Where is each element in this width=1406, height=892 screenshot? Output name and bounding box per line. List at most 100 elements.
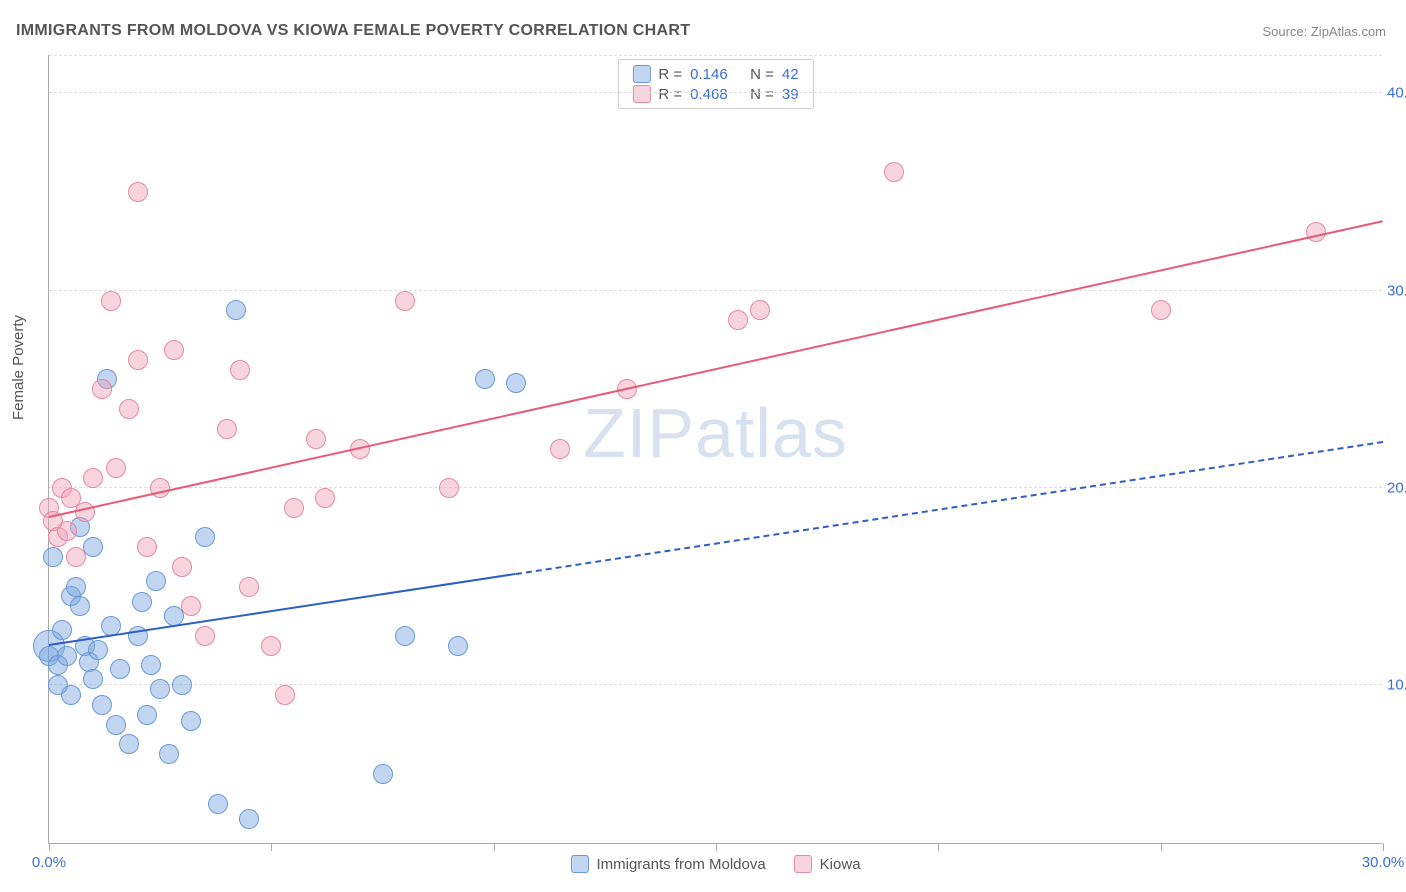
data-point [66, 577, 86, 597]
watermark-atlas: atlas [695, 394, 848, 472]
data-point [128, 182, 148, 202]
r-label: R = [658, 66, 682, 83]
data-point [70, 596, 90, 616]
data-point [315, 488, 335, 508]
trend-line [516, 441, 1383, 575]
data-point [475, 369, 495, 389]
legend-row: R =0.146N =42 [632, 64, 798, 84]
data-point [83, 669, 103, 689]
data-point [110, 659, 130, 679]
data-point [92, 379, 112, 399]
data-point [83, 537, 103, 557]
data-point [217, 419, 237, 439]
data-point [106, 715, 126, 735]
series-legend: Immigrants from Moldova Kiowa [570, 855, 860, 873]
data-point [150, 679, 170, 699]
data-point [164, 340, 184, 360]
data-point [550, 439, 570, 459]
data-point [106, 458, 126, 478]
data-point [395, 291, 415, 311]
data-point [172, 557, 192, 577]
data-point [195, 527, 215, 547]
legend-swatch [632, 85, 650, 103]
y-tick-label: 20.0% [1387, 479, 1406, 496]
y-axis-label: Female Poverty [10, 315, 27, 420]
y-tick-label: 10.0% [1387, 677, 1406, 694]
x-tick [1161, 843, 1162, 851]
data-point [150, 478, 170, 498]
plot-area: ZIPatlas R =0.146N =42R =0.468N =39 Immi… [48, 55, 1382, 844]
data-point [884, 162, 904, 182]
data-point [137, 537, 157, 557]
x-tick [49, 843, 50, 851]
data-point [101, 291, 121, 311]
chart-title: IMMIGRANTS FROM MOLDOVA VS KIOWA FEMALE … [16, 22, 690, 40]
n-label: N = [750, 66, 774, 83]
data-point [439, 478, 459, 498]
data-point [230, 360, 250, 380]
legend-label: Kiowa [820, 856, 861, 873]
x-tick-label: 0.0% [32, 854, 66, 871]
data-point [159, 744, 179, 764]
data-point [132, 592, 152, 612]
data-point [226, 300, 246, 320]
data-point [57, 521, 77, 541]
data-point [141, 655, 161, 675]
data-point [119, 399, 139, 419]
r-value: 0.468 [690, 86, 742, 103]
data-point [1306, 222, 1326, 242]
x-tick [716, 843, 717, 851]
y-tick-label: 30.0% [1387, 282, 1406, 299]
data-point [88, 640, 108, 660]
data-point [66, 547, 86, 567]
n-value: 42 [782, 66, 799, 83]
legend-item: Immigrants from Moldova [570, 855, 765, 873]
data-point [119, 734, 139, 754]
data-point [261, 636, 281, 656]
trend-line [49, 573, 516, 646]
data-point [92, 695, 112, 715]
legend-swatch [794, 855, 812, 873]
data-point [506, 373, 526, 393]
y-tick-label: 40.0% [1387, 85, 1406, 102]
legend-label: Immigrants from Moldova [596, 856, 765, 873]
n-label: N = [750, 86, 774, 103]
data-point [146, 571, 166, 591]
data-point [239, 809, 259, 829]
correlation-legend: R =0.146N =42R =0.468N =39 [617, 59, 813, 109]
watermark-zip: ZIP [583, 394, 695, 472]
legend-row: R = 0.468 N = 39 [632, 84, 798, 104]
legend-swatch [632, 65, 650, 83]
data-point [306, 429, 326, 449]
gridline-horizontal [49, 92, 1382, 93]
gridline-horizontal [49, 684, 1382, 685]
data-point [52, 620, 72, 640]
legend-item: Kiowa [794, 855, 861, 873]
x-tick-label: 30.0% [1362, 854, 1405, 871]
x-tick [494, 843, 495, 851]
data-point [195, 626, 215, 646]
gridline-horizontal [49, 487, 1382, 488]
data-point [208, 794, 228, 814]
gridline-horizontal [49, 290, 1382, 291]
data-point [239, 577, 259, 597]
data-point [750, 300, 770, 320]
data-point [448, 636, 468, 656]
legend-swatch [570, 855, 588, 873]
data-point [395, 626, 415, 646]
x-tick [271, 843, 272, 851]
data-point [181, 711, 201, 731]
data-point [137, 705, 157, 725]
data-point [128, 350, 148, 370]
data-point [172, 675, 192, 695]
data-point [284, 498, 304, 518]
chart-container: IMMIGRANTS FROM MOLDOVA VS KIOWA FEMALE … [0, 0, 1406, 892]
x-tick [938, 843, 939, 851]
data-point [61, 685, 81, 705]
r-label: R = [658, 86, 682, 103]
data-point [728, 310, 748, 330]
watermark: ZIPatlas [583, 393, 848, 473]
source-attribution: Source: ZipAtlas.com [1262, 24, 1386, 39]
n-value: 39 [782, 86, 799, 103]
x-tick [1383, 843, 1384, 851]
